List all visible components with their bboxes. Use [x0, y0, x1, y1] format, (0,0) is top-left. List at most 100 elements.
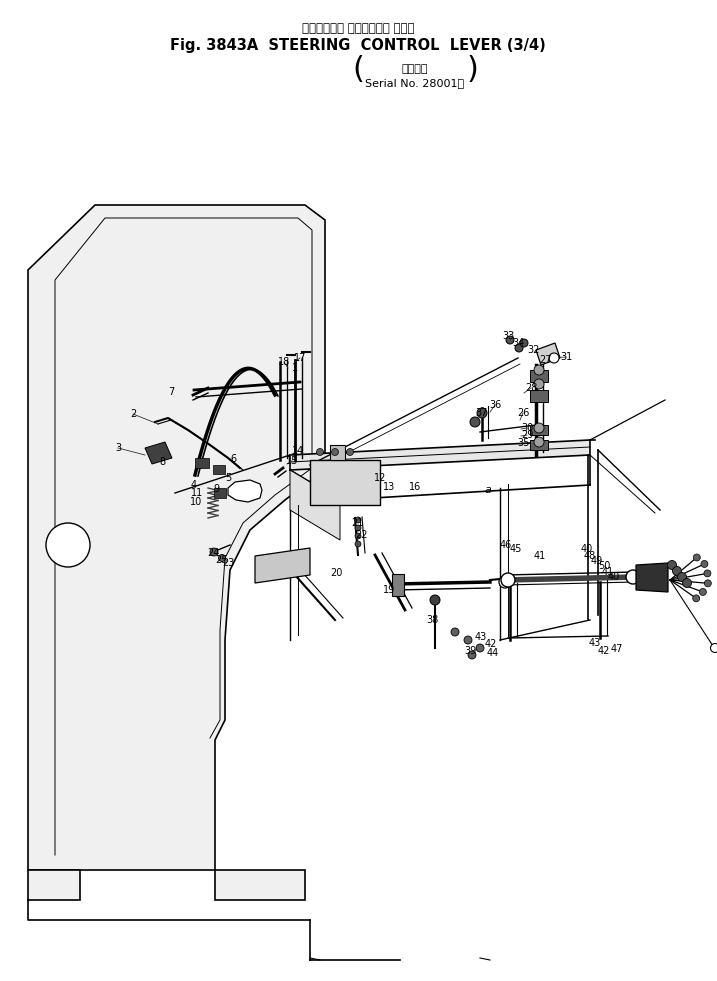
Text: 47: 47 [611, 644, 623, 654]
Text: 36: 36 [489, 400, 501, 410]
Circle shape [499, 576, 511, 588]
Circle shape [534, 365, 544, 375]
Text: 32: 32 [528, 345, 540, 355]
Text: 37: 37 [475, 408, 487, 418]
Text: 42: 42 [598, 646, 610, 656]
Text: 3: 3 [115, 443, 121, 453]
Circle shape [355, 541, 361, 547]
Text: 適用号機: 適用号機 [402, 64, 428, 74]
Polygon shape [392, 574, 404, 596]
Polygon shape [530, 440, 548, 450]
Text: 21: 21 [351, 518, 364, 528]
Polygon shape [536, 343, 560, 365]
Circle shape [210, 548, 218, 556]
Polygon shape [213, 465, 225, 474]
Polygon shape [310, 460, 380, 505]
Text: 7: 7 [168, 387, 174, 397]
Circle shape [711, 644, 717, 652]
Circle shape [704, 580, 711, 587]
Polygon shape [145, 442, 172, 464]
Polygon shape [530, 370, 548, 382]
Circle shape [355, 533, 361, 539]
Circle shape [693, 594, 700, 602]
Polygon shape [214, 488, 226, 498]
Text: 19: 19 [383, 585, 395, 595]
Text: 6: 6 [230, 454, 236, 464]
Text: 46: 46 [500, 540, 512, 550]
Text: 16: 16 [409, 482, 421, 492]
Circle shape [673, 566, 681, 576]
Text: 18: 18 [278, 357, 290, 367]
Text: 9: 9 [213, 484, 219, 494]
Text: 1: 1 [292, 363, 298, 373]
Text: 40: 40 [581, 544, 593, 554]
Polygon shape [636, 563, 668, 592]
Circle shape [534, 379, 544, 389]
Text: 49: 49 [591, 556, 603, 566]
Text: 33: 33 [502, 331, 514, 341]
Text: 44: 44 [487, 648, 499, 658]
Circle shape [678, 573, 686, 582]
Circle shape [476, 644, 484, 652]
Text: 14: 14 [292, 446, 304, 456]
Text: a: a [485, 485, 491, 495]
Circle shape [470, 417, 480, 427]
Text: 34: 34 [512, 338, 524, 348]
Circle shape [430, 595, 440, 605]
Text: 39: 39 [464, 646, 476, 656]
Text: 43: 43 [475, 632, 487, 642]
Text: 35: 35 [518, 438, 530, 448]
Text: 26: 26 [517, 408, 529, 418]
Text: ): ) [466, 56, 478, 84]
Polygon shape [255, 548, 310, 583]
Circle shape [515, 344, 523, 352]
Text: 20: 20 [330, 568, 342, 578]
Circle shape [355, 525, 361, 531]
Text: 40: 40 [608, 572, 620, 582]
Circle shape [468, 651, 476, 659]
Circle shape [346, 448, 353, 455]
Polygon shape [28, 870, 80, 900]
Text: 31: 31 [560, 352, 572, 362]
Circle shape [219, 554, 226, 561]
Text: 27: 27 [540, 355, 552, 365]
Polygon shape [215, 870, 305, 900]
Text: 17: 17 [294, 353, 306, 363]
Text: 30: 30 [521, 423, 533, 433]
Polygon shape [195, 458, 209, 468]
Polygon shape [228, 480, 262, 502]
Circle shape [693, 554, 701, 561]
Circle shape [506, 336, 514, 344]
Circle shape [701, 560, 708, 567]
Circle shape [683, 579, 691, 588]
Circle shape [331, 448, 338, 455]
Text: Serial No. 28001～: Serial No. 28001～ [366, 78, 465, 88]
Circle shape [477, 408, 487, 418]
Circle shape [316, 448, 323, 455]
Text: 28: 28 [525, 383, 537, 393]
Text: 15: 15 [286, 456, 298, 466]
Circle shape [501, 573, 515, 587]
Circle shape [464, 636, 472, 644]
Text: 42: 42 [485, 639, 497, 649]
Polygon shape [290, 470, 340, 540]
Circle shape [46, 523, 90, 567]
Text: 8: 8 [159, 457, 165, 467]
Circle shape [699, 589, 706, 595]
Text: 5: 5 [225, 473, 231, 483]
Text: 24: 24 [206, 548, 219, 558]
Text: 4: 4 [191, 480, 197, 490]
Circle shape [704, 570, 711, 577]
Text: 22: 22 [356, 530, 369, 540]
Polygon shape [290, 440, 590, 470]
Circle shape [534, 423, 544, 433]
Text: 41: 41 [602, 567, 614, 577]
Text: Fig. 3843A  STEERING  CONTROL  LEVER (3/4): Fig. 3843A STEERING CONTROL LEVER (3/4) [170, 38, 546, 53]
Polygon shape [28, 205, 325, 870]
Text: 45: 45 [510, 544, 522, 554]
Polygon shape [330, 445, 345, 460]
Circle shape [355, 517, 361, 523]
Text: ステアリング コントロール レバー: ステアリング コントロール レバー [302, 22, 414, 35]
Circle shape [549, 353, 559, 363]
Circle shape [520, 339, 528, 347]
